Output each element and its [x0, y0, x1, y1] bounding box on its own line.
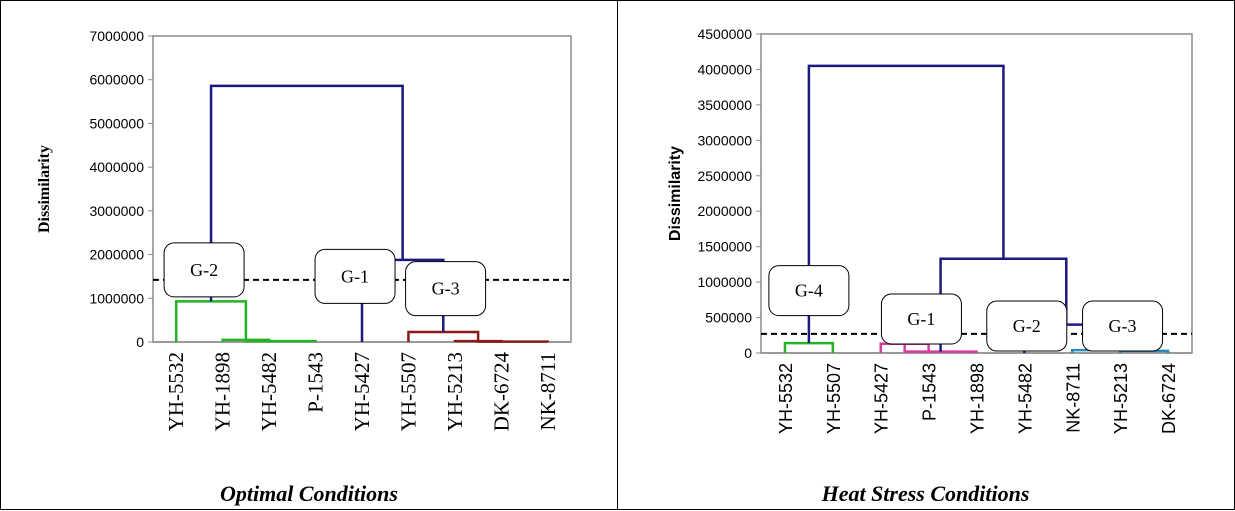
leaf-label: P-1543	[304, 352, 328, 413]
group-label: G-4	[795, 281, 823, 301]
panel-optimal-conditions: 0 1000000 2000000 3000000 4000000 5000000 6000…	[0, 0, 618, 510]
dendrogram-link	[783, 341, 835, 353]
dendrogram-link	[407, 330, 480, 342]
dendrogram-link	[244, 339, 317, 343]
leaf-label: NK-8711	[536, 352, 560, 431]
leaf-label: DK-6724	[489, 352, 513, 432]
y-tick-label: 1500000	[697, 239, 752, 255]
leaf-label: YH-5213	[443, 352, 467, 431]
group-callout-box	[405, 261, 487, 317]
panel-heat-stress-conditions: 0 500000 1000000 1500000 2000000 2500000 30000…	[617, 0, 1235, 510]
y-tick-label: 5000000	[89, 115, 144, 131]
y-tick-label: 2000000	[697, 203, 752, 219]
y-tick-label: 3000000	[697, 132, 752, 148]
y-tick-label: 1000000	[89, 290, 144, 306]
y-tick-label: 500000	[705, 310, 752, 326]
y-tick-label: 1000000	[697, 274, 752, 290]
leaf-label: YH-5482	[257, 352, 281, 431]
dendrogram-optimal-conditions: 0 1000000 2000000 3000000 4000000 5000000 6000…	[36, 28, 572, 432]
dendrogram-heat-stress-conditions: 0 500000 1000000 1500000 2000000 2500000 30000…	[667, 26, 1193, 434]
dendrogram-link	[807, 64, 1005, 344]
group-label: G-3	[432, 279, 460, 299]
leaf-label: YH-1898	[211, 352, 235, 431]
group-label: G-2	[1013, 316, 1041, 336]
leaf-label: YH-5213	[1111, 363, 1131, 434]
group-callout-box	[768, 265, 850, 317]
group-callout-box	[986, 300, 1068, 352]
y-tick-label: 2000000	[89, 247, 144, 263]
group-label: G-2	[190, 260, 218, 280]
y-axis-label: Dissimilarity	[667, 146, 684, 241]
leaf-label: YH-5427	[872, 363, 892, 434]
leaf-label: YH-5482	[1015, 363, 1035, 434]
group-callout-box	[314, 248, 396, 304]
dendrogram-link	[209, 84, 404, 302]
caption-optimal-conditions: Optimal Conditions	[220, 481, 398, 506]
y-tick-label: 4000000	[89, 159, 144, 175]
y-tick-label: 3500000	[697, 97, 752, 113]
y-tick-label: 2500000	[697, 168, 752, 184]
group-label: G-1	[341, 266, 369, 286]
group-callout-box	[1082, 300, 1164, 352]
leaf-label: YH-5532	[776, 363, 796, 434]
y-tick-label: 6000000	[89, 72, 144, 88]
y-tick-label: 3000000	[89, 203, 144, 219]
leaf-label: NK-8711	[1063, 363, 1083, 433]
y-tick-label: 4000000	[697, 61, 752, 77]
leaf-label: YH-5507	[824, 363, 844, 434]
group-callout-box	[880, 293, 962, 345]
group-label: G-3	[1109, 316, 1137, 336]
y-tick-label: 7000000	[89, 28, 144, 44]
leaf-label: YH-5427	[350, 352, 374, 431]
dendrogram-link	[476, 340, 550, 343]
y-tick-label: 0	[744, 345, 752, 361]
leaf-label: YH-1898	[968, 363, 988, 434]
group-label: G-1	[907, 309, 935, 329]
leaf-label: DK-6724	[1159, 363, 1179, 434]
dendrogram-link	[174, 300, 248, 342]
group-callout-box	[163, 242, 245, 298]
leaf-label: YH-5532	[164, 352, 188, 431]
y-tick-label: 0	[136, 334, 144, 350]
caption-heat-stress-conditions: Heat Stress Conditions	[821, 481, 1030, 506]
y-axis-label: Dissimilarity	[36, 145, 53, 233]
leaf-label: P-1543	[920, 363, 940, 421]
leaf-label: YH-5507	[396, 352, 420, 431]
y-tick-label: 4500000	[697, 26, 752, 42]
